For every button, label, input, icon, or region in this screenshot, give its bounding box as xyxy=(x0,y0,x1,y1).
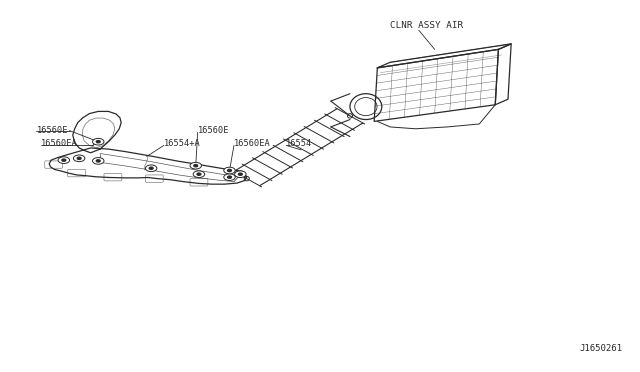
Circle shape xyxy=(97,160,100,162)
Circle shape xyxy=(228,176,232,178)
Circle shape xyxy=(62,159,66,161)
Circle shape xyxy=(93,158,104,164)
Circle shape xyxy=(228,169,232,171)
Text: J1650261: J1650261 xyxy=(580,344,623,353)
Circle shape xyxy=(97,141,100,143)
Text: 16560E: 16560E xyxy=(36,126,68,135)
Circle shape xyxy=(145,165,157,171)
Text: 16560EA: 16560EA xyxy=(234,139,271,148)
Circle shape xyxy=(239,173,243,175)
Circle shape xyxy=(224,174,236,180)
Circle shape xyxy=(77,157,81,160)
Text: 16554+A: 16554+A xyxy=(164,139,200,148)
Circle shape xyxy=(235,171,246,177)
Circle shape xyxy=(194,164,198,167)
Circle shape xyxy=(193,171,205,177)
Circle shape xyxy=(190,162,202,169)
Circle shape xyxy=(197,173,201,175)
Text: 16560EA: 16560EA xyxy=(41,139,77,148)
Circle shape xyxy=(149,167,153,169)
Text: 16554: 16554 xyxy=(286,139,312,148)
Text: 16560E: 16560E xyxy=(198,126,229,135)
Circle shape xyxy=(224,167,236,174)
Circle shape xyxy=(58,157,70,163)
Circle shape xyxy=(93,138,104,145)
Circle shape xyxy=(74,155,85,161)
Text: CLNR ASSY AIR: CLNR ASSY AIR xyxy=(390,21,463,30)
